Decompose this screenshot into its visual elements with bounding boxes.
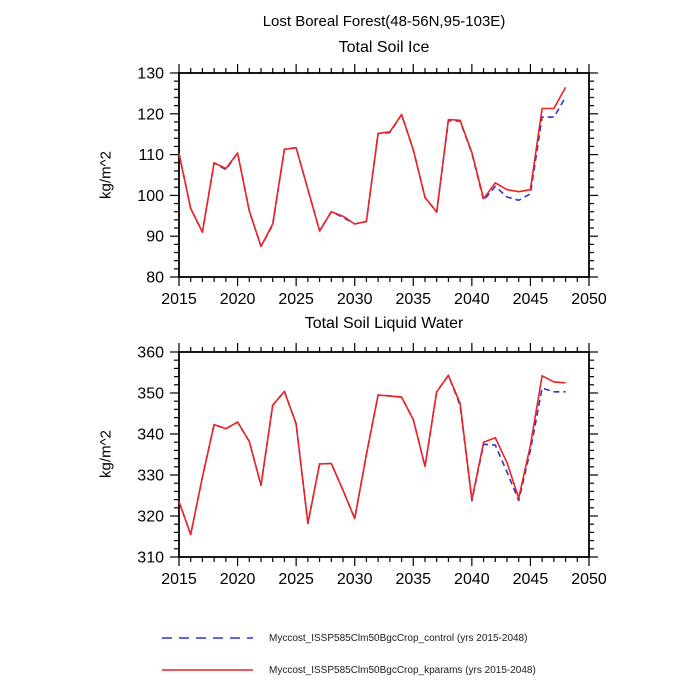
y-tick-label: 100	[137, 188, 164, 205]
plot-frame	[178, 72, 590, 278]
x-tick-label: 2020	[220, 571, 256, 588]
x-tick-label: 2035	[395, 571, 431, 588]
y-tick-label: 320	[137, 509, 164, 526]
x-tick-label: 2040	[454, 571, 490, 588]
plot-frame	[178, 351, 590, 558]
series-line-control	[178, 374, 566, 536]
x-tick-label: 2015	[161, 571, 197, 588]
y-tick-label: 360	[137, 345, 164, 362]
legend-swatch-control-dashed-line	[162, 637, 253, 639]
y-tick-label: 130	[137, 66, 164, 83]
figure-suptitle: Lost Boreal Forest(48-56N,95-103E)	[0, 13, 700, 30]
x-tick-label: 2050	[571, 571, 607, 588]
tick-labels: 2015 2020 2025 2030 2035 2040 2045 2050 80 90 100 1…	[137, 66, 607, 309]
x-tick-label: 2030	[337, 291, 373, 308]
series-line-control	[178, 96, 567, 248]
x-tick-label: 2015	[161, 291, 197, 308]
x-tick-label: 2050	[571, 291, 607, 308]
legend-label-control: Myccost_ISSP585Clm50BgcCrop_control (yrs…	[269, 632, 528, 644]
x-tick-label: 2035	[395, 291, 431, 308]
x-tick-label: 2025	[278, 571, 314, 588]
series-line-kparams	[178, 86, 567, 248]
chart-title-soil-ice: Total Soil Ice	[338, 39, 430, 56]
series-line-kparams	[178, 374, 566, 536]
y-tick-label: 340	[137, 427, 164, 444]
legend-item-control: Myccost_ISSP585Clm50BgcCrop_control (yrs…	[160, 622, 620, 654]
axis-ticks	[170, 343, 598, 566]
x-tick-label: 2045	[513, 571, 549, 588]
x-tick-label: 2045	[513, 291, 549, 308]
legend: Myccost_ISSP585Clm50BgcCrop_control (yrs…	[160, 622, 620, 686]
y-tick-label: 350	[137, 386, 164, 403]
x-tick-label: 2025	[278, 291, 314, 308]
legend-swatch-kparams-solid-line	[162, 669, 253, 671]
y-tick-label: 330	[137, 468, 164, 485]
y-tick-label: 120	[137, 106, 164, 123]
chart-title-soil-liquid-water: Total Soil Liquid Water	[304, 315, 464, 332]
axis-ticks	[170, 64, 598, 286]
x-tick-label: 2040	[454, 291, 490, 308]
y-tick-label: 110	[138, 147, 164, 164]
tick-labels: 2015 2020 2025 2030 2035 2040 2045 2050 310 320 33…	[137, 345, 607, 589]
legend-item-kparams: Myccost_ISSP585Clm50BgcCrop_kparams (yrs…	[160, 654, 620, 686]
x-tick-label: 2020	[220, 291, 256, 308]
y-tick-label: 80	[146, 270, 164, 287]
figure-suptitle-text: Lost Boreal Forest(48-56N,95-103E)	[262, 13, 506, 30]
x-tick-label: 2030	[337, 571, 373, 588]
legend-label-kparams: Myccost_ISSP585Clm50BgcCrop_kparams (yrs…	[269, 664, 536, 676]
y-tick-label: 90	[146, 229, 164, 246]
y-tick-label: 310	[137, 550, 164, 567]
